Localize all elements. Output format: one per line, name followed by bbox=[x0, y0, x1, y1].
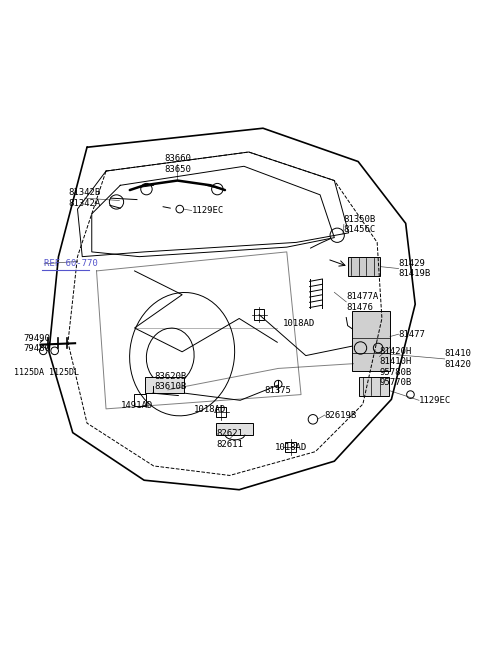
Text: 1491AD: 1491AD bbox=[121, 401, 153, 410]
Bar bbox=[133, 394, 146, 406]
Text: 81420H
81410H: 81420H 81410H bbox=[380, 347, 412, 366]
Text: 1129EC: 1129EC bbox=[192, 206, 224, 215]
Text: 1129EC: 1129EC bbox=[419, 396, 451, 405]
Text: 1125DA 1125DL: 1125DA 1125DL bbox=[14, 368, 79, 377]
Text: REF 60-770: REF 60-770 bbox=[44, 259, 98, 268]
Text: 81477: 81477 bbox=[398, 330, 425, 338]
Bar bbox=[145, 377, 184, 393]
Text: 81410
81420: 81410 81420 bbox=[444, 349, 471, 369]
Text: 81477A
81476: 81477A 81476 bbox=[346, 292, 379, 312]
Text: 1018AD: 1018AD bbox=[193, 405, 226, 415]
Text: 1018AD: 1018AD bbox=[275, 443, 307, 453]
Text: 82621
82611: 82621 82611 bbox=[216, 429, 243, 449]
Text: 95780B
95770B: 95780B 95770B bbox=[380, 368, 412, 387]
Bar bbox=[359, 377, 389, 396]
Bar bbox=[216, 423, 253, 434]
Text: 82619B: 82619B bbox=[325, 411, 357, 420]
Bar bbox=[216, 407, 227, 417]
Bar bbox=[285, 441, 296, 452]
Bar bbox=[254, 310, 264, 320]
Text: 81350B
81456C: 81350B 81456C bbox=[344, 215, 376, 234]
Text: 81342B
81342A: 81342B 81342A bbox=[69, 188, 101, 208]
Text: 83660
83650: 83660 83650 bbox=[164, 154, 191, 174]
Bar bbox=[348, 257, 380, 276]
Text: 83620B
83610B: 83620B 83610B bbox=[154, 371, 186, 391]
Text: 79490
79480: 79490 79480 bbox=[24, 333, 50, 353]
Bar bbox=[352, 312, 389, 371]
Text: 81429
81419B: 81429 81419B bbox=[398, 259, 431, 278]
Text: 81375: 81375 bbox=[265, 386, 292, 396]
Text: 1018AD: 1018AD bbox=[283, 319, 315, 328]
